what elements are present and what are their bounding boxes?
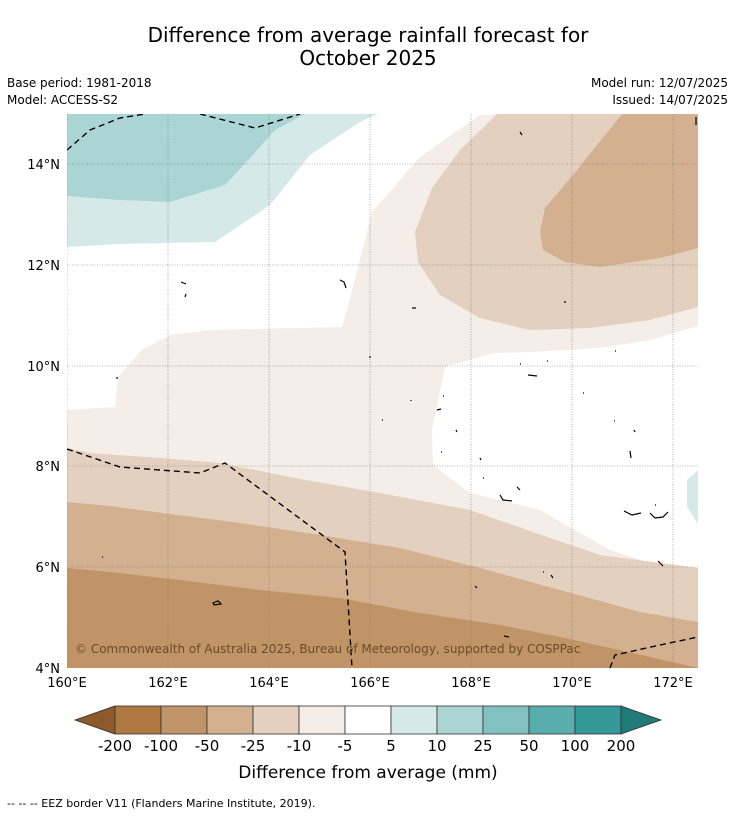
lon-tick-label: 160°E [47,676,87,691]
islands [102,117,697,638]
rainfall-map-figure: © Commonwealth of Australia 2025, Bureau… [27,114,698,783]
colorbar-extend-low [73,705,116,735]
contour-band-minus50-to-minus100 [67,568,698,668]
colorbar-tick-label: 200 [607,737,636,755]
colorbar-segment [390,705,438,735]
model-name: Model: ACCESS-S2 [7,93,119,107]
colorbar-tick-label: 100 [561,737,590,755]
colorbar-segment [436,705,484,735]
title-line-2: October 2025 [299,46,437,70]
colorbar-segment [298,705,346,735]
lat-tick-label: 4°N [36,662,61,677]
colorbar-tick-label: -25 [241,737,266,755]
colorbar-segment [252,705,300,735]
colorbar-tick-label: 50 [519,737,538,755]
title-line-1: Difference from average rainfall forecas… [147,23,589,47]
issued-date: Issued: 14/07/2025 [612,93,728,107]
colorbar-segment [206,705,254,735]
eez-legend-note: -- -- -- EEZ border V11 (Flanders Marine… [7,797,316,810]
lat-tick-label: 8°N [36,460,61,475]
colorbar-segment [160,705,208,735]
lon-tick-label: 164°E [249,676,289,691]
colorbar-tick-label: -10 [287,737,312,755]
lat-tick-labels: 4°N 6°N 8°N 10°N 12°N 14°N [27,158,60,677]
colorbar-tick-label: -200 [98,737,132,755]
colorbar-tick-label: -50 [195,737,220,755]
contour-band-10-to-25 [67,114,305,202]
contour-band-5-to-10-east [687,470,698,524]
colorbar-segment [574,705,622,735]
colorbar-tick-label: 10 [427,737,446,755]
colorbar-segment [528,705,576,735]
lat-tick-label: 10°N [27,360,60,375]
colorbar-tick-label: -100 [144,737,178,755]
copyright-text: © Commonwealth of Australia 2025, Bureau… [75,642,580,656]
colorbar [73,705,663,735]
lon-tick-label: 162°E [148,676,188,691]
colorbar-tick-labels: -200 -100 -50 -25 -10 -5 5 10 25 50 100 … [98,737,635,755]
lon-tick-label: 172°E [653,676,693,691]
lat-tick-label: 14°N [27,158,60,173]
gridlines [67,114,698,668]
colorbar-extend-high [620,705,663,735]
lon-tick-label: 166°E [350,676,390,691]
colorbar-segment [114,705,162,735]
map-panel [67,114,698,668]
colorbar-tick-label: -5 [338,737,353,755]
colorbar-tick-label: 5 [386,737,396,755]
colorbar-segment [482,705,530,735]
model-run: Model run: 12/07/2025 [590,76,728,90]
colorbar-segment [344,705,392,735]
lon-tick-labels: 160°E 162°E 164°E 166°E 168°E 170°E 172°… [47,676,693,691]
contour-band-minus25-to-minus50-north [540,114,698,267]
lon-tick-label: 170°E [552,676,592,691]
base-period: Base period: 1981-2018 [7,76,152,90]
eez-borders [67,114,698,668]
lat-tick-label: 12°N [27,259,60,274]
colorbar-tick-label: 25 [473,737,492,755]
colorbar-title: Difference from average (mm) [238,763,497,783]
lat-tick-label: 6°N [36,561,61,576]
lon-tick-label: 168°E [451,676,491,691]
